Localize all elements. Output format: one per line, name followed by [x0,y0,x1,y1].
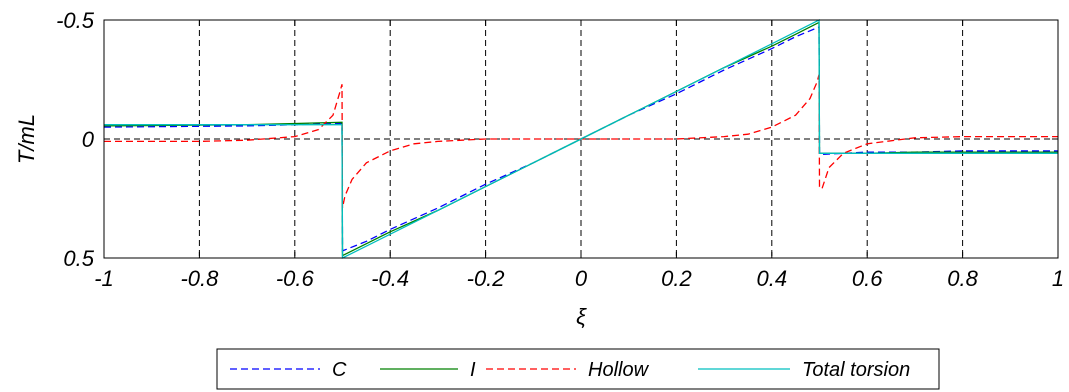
legend-label: Hollow [588,359,650,381]
legend-label: Total torsion [802,359,910,381]
x-tick-label: 1 [1052,266,1064,291]
legend-box [216,348,940,390]
grid-layer [104,20,1058,258]
legend-label: C [332,359,347,381]
x-tick-label: 0.6 [852,266,883,291]
x-tick-label: 0 [575,266,588,291]
legend-label: I [470,359,476,381]
x-tick-label: -0.6 [276,266,315,291]
x-tick-label: 0.2 [661,266,692,291]
x-tick-label: -0.4 [371,266,409,291]
x-tick-label: 0.4 [757,266,788,291]
legend: C I Hollow Total torsion [216,348,940,390]
y-tick-label: 0 [82,127,95,152]
legend-items: C I Hollow Total torsion [230,359,910,381]
x-tick-label: -0.2 [467,266,505,291]
x-tick-label: 0.8 [947,266,978,291]
x-tick-label: -0.8 [180,266,219,291]
y-tick-label: -0.5 [56,8,95,33]
x-tick-label: -1 [94,266,114,291]
x-axis-label: ξ [576,304,587,329]
series-layer [103,18,1058,260]
tick-layer: -1 -0.8 -0.6 -0.4 -0.2 0 0.2 0.4 0.6 0.8 1 -0.5 0 0.5 [56,8,1064,291]
y-tick-label: 0.5 [63,246,94,271]
series-line-total-torsion [104,18,1058,260]
y-axis-label: T/mL [14,114,39,164]
